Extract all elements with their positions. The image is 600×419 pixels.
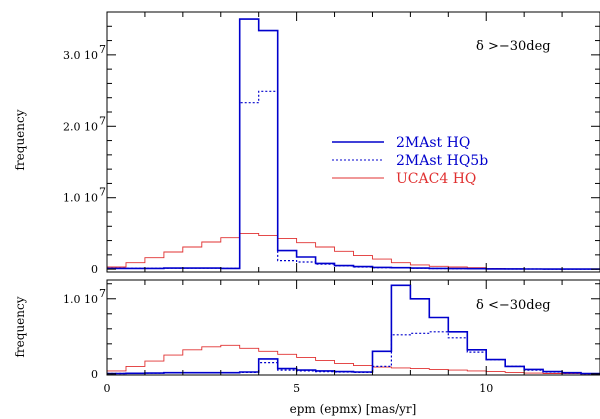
top-y-tick-label: 0 [91, 263, 98, 276]
bottom-y-tick-exponent: 7 [99, 287, 106, 300]
top-y-tick-label: 2.0 10 [63, 120, 98, 133]
top-series-ucac4-hq [107, 232, 600, 270]
top-series-2mast-hq [107, 18, 600, 270]
top-y-tick-label: 3.0 10 [63, 49, 98, 62]
top-y-tick-exponent: 7 [99, 186, 106, 199]
top-y-tick-exponent: 7 [99, 114, 106, 127]
top-panel: 01.0 10 72.0 10 73.0 10 7 frequency δ >−30d… [13, 11, 600, 276]
top-y-tick-exponent: 7 [99, 43, 106, 56]
bottom-series-2mast-hq5b [107, 331, 600, 375]
legend-label: UCAC4 HQ [396, 171, 476, 187]
top-series-2mast-hq5b [107, 90, 600, 270]
bottom-panel: 0 1.0 10 7 0 5 10 frequency δ <−30deg epm (e… [13, 279, 600, 416]
top-panel-label: δ >−30deg [476, 39, 551, 54]
bottom-y-tick-labels: 0 1.0 10 7 [63, 287, 106, 381]
top-ticks [106, 11, 600, 272]
top-series-group [107, 18, 600, 270]
top-y-tick-labels: 01.0 10 72.0 10 73.0 10 7 [63, 43, 106, 276]
legend: 2MAst HQ 2MAst HQ5b UCAC4 HQ [332, 135, 488, 187]
x-tick-label: 0 [104, 382, 111, 395]
x-tick-label: 5 [293, 382, 300, 395]
bottom-y-tick-label: 0 [91, 368, 98, 381]
top-y-tick-label: 1.0 10 [63, 192, 98, 205]
x-tick-label: 10 [479, 382, 493, 395]
legend-label: 2MAst HQ5b [396, 153, 488, 169]
legend-label: 2MAst HQ [396, 135, 470, 151]
top-panel-frame [106, 11, 600, 273]
bottom-ticks [106, 280, 600, 375]
bottom-panel-label: δ <−30deg [476, 298, 551, 313]
bottom-series-ucac4-hq [107, 344, 600, 375]
x-tick-labels: 0 5 10 [104, 382, 494, 395]
bottom-y-axis-label: frequency [13, 296, 27, 357]
bottom-panel-frame [106, 279, 600, 376]
x-axis-label: epm (epmx) [mas/yr] [290, 402, 417, 416]
bottom-y-tick-label: 1.0 10 [63, 293, 98, 306]
top-y-axis-label: frequency [13, 109, 27, 170]
